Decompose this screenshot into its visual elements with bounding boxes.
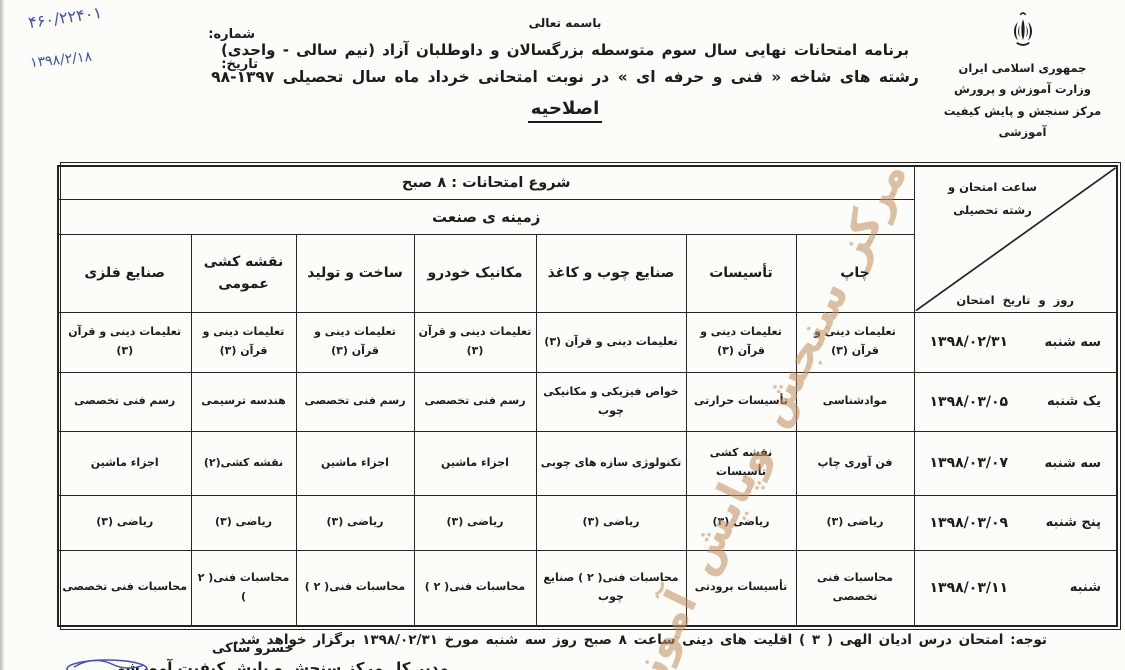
- exam-day: سه شنبه: [1044, 334, 1101, 350]
- exam-day: سه شنبه: [1044, 455, 1101, 471]
- subject-cell: ریاضی (۳): [685, 494, 797, 551]
- subject-cell: خواص فیزیکی و مکانیکی چوب: [535, 371, 687, 432]
- table-row: شنبه ۱۳۹۸/۰۳/۱۱ محاسبات فنی تخصصی تأسیسا…: [57, 549, 1118, 627]
- org-line-center: مرکز سنجش و پایش کیفیت آموزشی: [943, 103, 1102, 139]
- table-row: پنج شنبه ۱۳۹۸/۰۳/۰۹ ریاضی (۳) ریاضی (۳) …: [57, 494, 1118, 551]
- exam-day: یک شنبه: [1047, 394, 1101, 409]
- footer-note: توجه: امتحان درس ادیان الهی ( ۳ ) اقلیت …: [233, 632, 1047, 648]
- subject-cell: تعلیمات دینی و قرآن (۳): [795, 311, 915, 373]
- subject-cell: تعلیمات دینی و قرآن (۳): [685, 311, 797, 373]
- subject-cell: تعلیمات دینی و قرآن (۳): [295, 311, 415, 373]
- subject-cell: رسم فنی تخصصی: [57, 371, 192, 432]
- subject-cell: تأسیسات برودتی: [685, 549, 797, 627]
- subject-cell: فن آوری چاپ: [795, 430, 915, 496]
- column-header-installations: تأسیسات: [685, 233, 797, 313]
- subject-cell: محاسبات فنی( ۲ ): [190, 549, 297, 627]
- corner-header-cell: ساعت امتحان و رشته تحصیلی روز و تاریخ ام…: [913, 165, 1118, 313]
- exam-day: شنبه: [1069, 580, 1101, 596]
- column-header-general-drafting: نقشه کشی عمومی: [190, 233, 297, 313]
- column-header-metal-industries: صنایع فلزی: [57, 233, 192, 313]
- subject-cell: محاسبات فنی تخصصی: [57, 549, 192, 627]
- table-row: سه شنبه ۱۳۹۸/۰۲/۳۱ تعلیمات دینی و قرآن (…: [57, 311, 1118, 373]
- corner-label-time-field: ساعت امتحان و رشته تحصیلی: [948, 180, 1037, 217]
- subject-cell: موادشناسی: [795, 371, 915, 432]
- subject-cell: ریاضی (۳): [295, 494, 415, 551]
- iran-emblem-icon: [1013, 12, 1032, 46]
- industry-zone-row: زمینه ی صنعت: [57, 198, 915, 235]
- subject-cell: اجزاء ماشین: [413, 430, 537, 496]
- subject-cell: محاسبات فنی( ۲ ) صنایع چوب: [535, 549, 687, 627]
- subject-cell: اجزاء ماشین: [295, 430, 415, 496]
- document-title-line1: برنامه امتحانات نهایی سال سوم متوسطه بزر…: [220, 41, 910, 59]
- exam-date: ۱۳۹۸/۰۳/۱۱: [929, 579, 1009, 596]
- subject-cell: ریاضی (۳): [795, 494, 915, 551]
- cutoff-signature-title: مدیر کل مرکز سنجش و پایش کیفیت آموزشی: [110, 659, 449, 670]
- exam-schedule-table: ساعت امتحان و رشته تحصیلی روز و تاریخ ام…: [56, 162, 1121, 630]
- subject-cell: ریاضی (۳): [535, 494, 687, 551]
- number-label: شماره:: [208, 27, 255, 42]
- date-label: تاریخ:: [221, 57, 258, 72]
- subject-cell: تأسیسات حرارتی: [685, 371, 797, 432]
- exam-date: ۱۳۹۸/۰۳/۰۵: [929, 393, 1009, 410]
- subject-cell: ریاضی (۳): [190, 494, 297, 551]
- table-row: یک شنبه ۱۳۹۸/۰۳/۰۵ موادشناسی تأسیسات حرا…: [57, 371, 1118, 432]
- subject-cell: رسم فنی تخصصی: [295, 371, 415, 432]
- exam-start-time-row: شروع امتحانات : ۸ صبح: [57, 165, 915, 200]
- diagonal-divider-line: [915, 167, 1116, 311]
- subject-cell: اجزاء ماشین: [57, 430, 192, 496]
- blue-signature-scribble: [66, 659, 148, 670]
- subject-cell: نقشه کشی تأسیسات: [685, 430, 797, 496]
- handwritten-letter-date: ۱۳۹۸/۲/۱۸: [29, 48, 93, 72]
- org-line-ministry: وزارت آموزش و پرورش: [954, 82, 1091, 97]
- exam-date: ۱۳۹۸/۰۲/۳۱: [929, 334, 1009, 350]
- table-row: سه شنبه ۱۳۹۸/۰۳/۰۷ فن آوری چاپ نقشه کشی …: [57, 430, 1118, 496]
- handwritten-letter-number: ۴۶۰/۲۲۴۰۱: [27, 2, 104, 33]
- ministry-letterhead: جمهوری اسلامی ایران وزارت آموزش و پرورش …: [930, 12, 1115, 143]
- subject-cell: محاسبات فنی( ۲ ): [295, 549, 415, 627]
- subject-cell: ریاضی (۳): [57, 494, 192, 551]
- subject-cell: تعلیمات دینی و قرآن (۳): [190, 311, 297, 373]
- subject-cell: نقشه کشی(۲): [190, 430, 297, 496]
- subject-cell: هندسه ترسیمی: [190, 371, 297, 432]
- subject-cell: تعلیمات دینی و قرآن (۳): [413, 311, 537, 373]
- amendment-heading: اصلاحیه: [527, 98, 603, 123]
- column-header-auto-mechanics: مکانیک خودرو: [413, 233, 537, 313]
- exam-date: ۱۳۹۸/۰۳/۰۷: [929, 455, 1009, 471]
- exam-date: ۱۳۹۸/۰۳/۰۹: [929, 514, 1009, 531]
- column-header-print: چاپ: [795, 233, 915, 313]
- subject-cell: تکنولوژی سازه های چوبی: [535, 430, 687, 496]
- exam-day: پنج شنبه: [1045, 515, 1101, 530]
- column-header-wood-paper: صنایع چوب و کاغذ: [535, 233, 687, 313]
- signatory-name: خسرو ساکی: [212, 641, 294, 656]
- subject-cell: رسم فنی تخصصی: [413, 371, 537, 432]
- corner-label-day-date: روز و تاریخ امتحان: [956, 292, 1074, 307]
- org-line-country: جمهوری اسلامی ایران: [958, 61, 1087, 75]
- subject-cell: تعلیمات دینی و قرآن (۳): [535, 311, 687, 373]
- column-header-manufacturing: ساخت و تولید: [295, 233, 415, 313]
- subject-cell: محاسبات فنی( ۲ ): [413, 549, 537, 627]
- scan-edge-artifact: [0, 0, 5, 670]
- document-header: باسمه تعالی برنامه امتحانات نهایی سال سو…: [205, 16, 925, 123]
- bismillah-text: باسمه تعالی: [528, 16, 602, 30]
- subject-cell: تعلیمات دینی و قرآن (۳): [57, 311, 192, 373]
- document-title-line2: رشته های شاخه « فنی و حرفه ای » در نوبت …: [211, 68, 919, 86]
- subject-cell: ریاضی (۳): [413, 494, 537, 551]
- subject-cell: محاسبات فنی تخصصی: [795, 549, 915, 627]
